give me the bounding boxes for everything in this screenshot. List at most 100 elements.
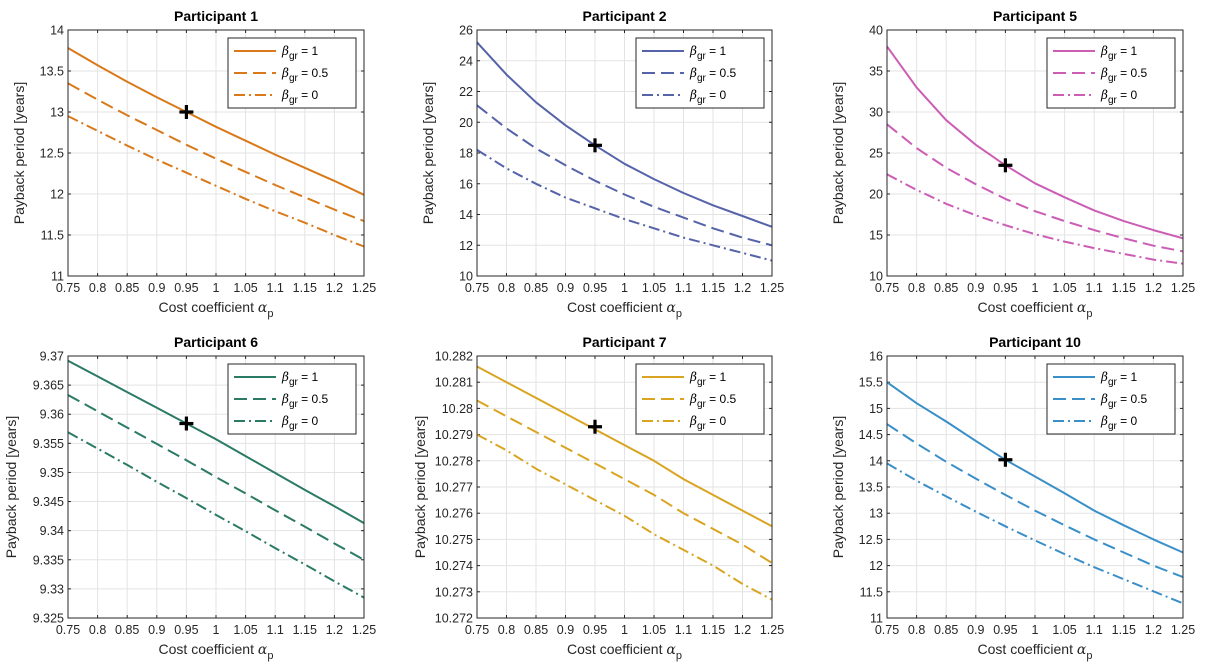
x-axis-label: Cost coefficient αp [159, 299, 274, 320]
subplot-6: 0.75 0.8 0.85 0.9 0.95 1 1.05 1.1 1.15 1.2 1.25 11 1… [830, 334, 1195, 662]
y-tick-label: 13 [50, 106, 64, 120]
x-tick-label: 1.2 [1145, 281, 1162, 295]
legend-label-2: βgr = 0.5 [1100, 66, 1148, 84]
x-tick-label: 1.2 [326, 281, 343, 295]
y-tick-label: 10 [459, 270, 473, 284]
legend-label-3: βgr = 0 [689, 414, 727, 432]
legend: βgr = 1 βgr = 0.5 βgr = 0 [635, 37, 765, 109]
y-tick-label: 18 [459, 147, 473, 161]
y-tick-label: 13 [869, 507, 883, 521]
y-tick-label: 20 [459, 116, 473, 130]
y-tick-label: 11.5 [860, 585, 883, 599]
x-tick-label: 1 [213, 281, 220, 295]
y-tick-label: 13.5 [40, 65, 64, 79]
series-line-1 [886, 381, 1184, 554]
x-axis-label: Cost coefficient αp [567, 299, 682, 320]
legend-label-2: βgr = 0.5 [281, 66, 329, 84]
y-tick-label: 11 [870, 612, 883, 626]
reference-point-marker [998, 158, 1013, 173]
x-tick-label: 1.05 [233, 623, 257, 637]
y-tick-label: 12 [50, 188, 64, 202]
legend-label-2: βgr = 0.5 [689, 392, 737, 410]
x-tick-label: 1 [621, 623, 628, 637]
legend-label-3: βgr = 0 [1100, 88, 1138, 106]
x-tick-label: 1.15 [701, 623, 725, 637]
x-axis-label: Cost coefficient αp [159, 641, 274, 662]
legend: βgr = 1 βgr = 0.5 βgr = 0 [227, 37, 357, 109]
x-axis-label: Cost coefficient αp [567, 641, 682, 662]
y-tick-label: 9.33 [40, 582, 64, 596]
y-tick-label: 12 [459, 239, 473, 253]
legend-label-2: βgr = 0.5 [281, 392, 329, 410]
series-line-3 [886, 173, 1184, 265]
x-tick-label: 0.75 [465, 281, 489, 295]
series-line-1 [476, 365, 773, 528]
y-tick-label: 13.5 [859, 481, 883, 495]
x-tick-label: 1.2 [734, 623, 751, 637]
legend-label-1: βgr = 1 [689, 370, 727, 388]
x-tick-label: 1.05 [642, 281, 666, 295]
y-tick-label: 9.325 [33, 612, 64, 626]
legend-label-2: βgr = 0.5 [1100, 392, 1148, 410]
y-tick-label: 22 [459, 85, 473, 99]
y-axis-label: Payback period [years] [420, 82, 436, 224]
x-tick-label: 1.15 [701, 281, 725, 295]
subplot-title: Participant 6 [174, 334, 258, 350]
subplot-title: Participant 7 [582, 334, 666, 350]
x-tick-label: 1.05 [1052, 281, 1076, 295]
x-tick-label: 1.05 [642, 623, 666, 637]
subplot-title: Participant 5 [993, 8, 1077, 24]
x-tick-label: 1.1 [675, 623, 692, 637]
x-tick-label: 0.9 [967, 623, 984, 637]
subplot-2: 0.75 0.8 0.85 0.9 0.95 1 1.05 1.1 1.15 1.2 1.25 10 1… [420, 8, 784, 320]
y-axis-label: Payback period [years] [11, 82, 27, 224]
axes-box [67, 29, 365, 277]
legend-label-3: βgr = 0 [689, 88, 727, 106]
series-line-2 [476, 104, 773, 247]
legend-box [635, 37, 765, 109]
y-tick-label: 10.277 [435, 481, 473, 495]
reference-point-marker [998, 452, 1013, 467]
x-tick-label: 0.8 [498, 281, 515, 295]
y-tick-label: 10.281 [435, 376, 473, 390]
y-tick-label: 16 [869, 350, 883, 364]
y-tick-label: 11 [51, 270, 64, 284]
x-tick-label: 1 [213, 623, 220, 637]
y-tick-label: 11.5 [41, 229, 64, 243]
x-tick-label: 1.1 [267, 281, 284, 295]
reference-point-marker [588, 138, 602, 153]
x-axis-label: Cost coefficient αp [978, 641, 1093, 662]
y-tick-label: 30 [869, 106, 883, 120]
x-tick-label: 0.8 [498, 623, 515, 637]
x-tick-label: 1.2 [734, 281, 751, 295]
y-tick-label: 10.274 [435, 559, 473, 573]
x-tick-label: 0.95 [174, 281, 198, 295]
reference-point-marker [179, 105, 194, 119]
y-tick-label: 40 [869, 24, 883, 38]
y-tick-label: 35 [869, 65, 883, 79]
x-tick-label: 1.05 [233, 281, 257, 295]
series-line-1 [476, 41, 773, 228]
y-tick-label: 9.37 [40, 350, 64, 364]
y-tick-label: 15.5 [859, 376, 883, 390]
x-tick-label: 0.95 [993, 281, 1017, 295]
x-tick-label: 1.1 [1086, 623, 1103, 637]
y-tick-label: 12 [869, 559, 883, 573]
legend-label-1: βgr = 1 [1100, 370, 1138, 388]
legend-label-1: βgr = 1 [281, 370, 319, 388]
y-tick-label: 10.276 [435, 507, 473, 521]
x-tick-label: 1 [621, 281, 628, 295]
y-tick-label: 10.28 [442, 402, 473, 416]
legend-label-1: βgr = 1 [1100, 44, 1138, 62]
x-tick-label: 1.2 [1145, 623, 1162, 637]
y-tick-label: 12.5 [40, 147, 64, 161]
legend-box [635, 363, 765, 435]
x-tick-label: 1.1 [675, 281, 692, 295]
series-line-1 [67, 359, 365, 524]
series-line-3 [67, 115, 365, 248]
y-tick-label: 9.365 [33, 379, 64, 393]
axes-box [886, 29, 1184, 277]
x-tick-label: 1.25 [352, 281, 376, 295]
y-tick-label: 10.282 [435, 350, 473, 364]
